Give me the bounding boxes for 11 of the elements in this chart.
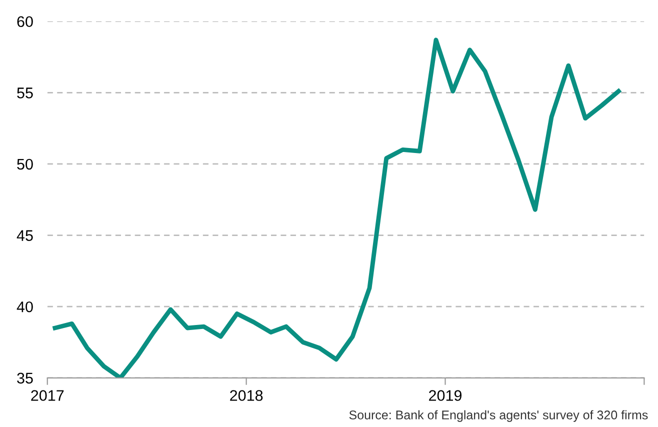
- line-series: [52, 38, 621, 378]
- y-tick-label: 45: [16, 230, 33, 241]
- y-tick-label: 35: [17, 372, 33, 384]
- y-tick-label: 50: [17, 158, 33, 170]
- y-tick-label: 40: [16, 301, 33, 312]
- x-tick-label: 2017: [31, 390, 64, 401]
- x-tick-label: 2018: [230, 390, 263, 401]
- y-tick-label: 55: [17, 88, 33, 98]
- x-tick-label: 2019: [429, 390, 462, 401]
- source-note: Source: Bank of England's agents' survey of 320 firms: [349, 410, 648, 422]
- y-tick-label: 60: [17, 16, 33, 28]
